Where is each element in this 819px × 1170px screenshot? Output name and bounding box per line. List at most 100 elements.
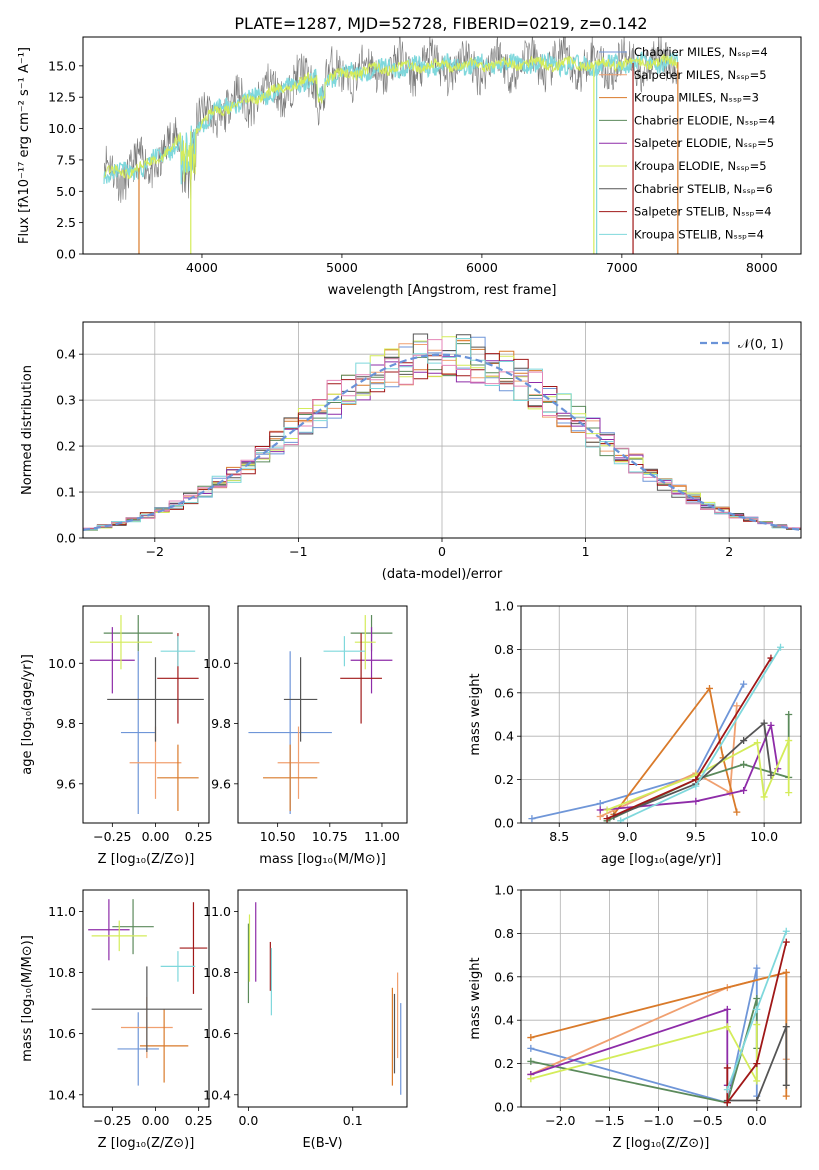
x-tick-label: 0 xyxy=(438,544,446,559)
weight-marker xyxy=(733,808,741,816)
x-tick-label: 0.00 xyxy=(142,1113,170,1128)
x-axis-label: wavelength [Angstrom, rest frame] xyxy=(328,283,557,298)
y-tick-label: 10.6 xyxy=(203,1026,231,1041)
axes-frame xyxy=(82,605,210,824)
weight-marker xyxy=(760,719,768,727)
weight-marker xyxy=(723,1086,731,1094)
legend-label: Salpeter STELIB, Nₛₛₚ=4 xyxy=(634,205,772,219)
y-tick-label: 0.0 xyxy=(56,247,76,262)
weight-marker xyxy=(528,815,536,823)
y-tick-label: 10.0 xyxy=(203,656,231,671)
x-tick-label: −0.5 xyxy=(692,1113,722,1128)
x-tick-label: 0.00 xyxy=(142,829,170,844)
weight-marker xyxy=(777,643,785,651)
x-tick-label: 6000 xyxy=(466,260,498,275)
spectrum-line xyxy=(103,53,679,182)
x-tick-label: 11.00 xyxy=(364,829,400,844)
plot-area xyxy=(103,37,679,254)
x-tick-label: 0.0 xyxy=(238,1113,258,1128)
plot-area xyxy=(88,899,208,1086)
y-tick-label: 10.4 xyxy=(203,1087,231,1102)
legend-label: Kroupa MILES, Nₛₛₚ=3 xyxy=(634,91,759,105)
y-tick-label: 12.5 xyxy=(48,90,76,105)
y-axis-label: mass weight xyxy=(468,957,483,1039)
x-axis-label: mass [log₁₀(M/M⊙)] xyxy=(259,852,386,867)
y-tick-label: 10.8 xyxy=(203,965,231,980)
weight-marker xyxy=(782,1092,790,1100)
weight-marker xyxy=(785,789,793,797)
weight-marker xyxy=(705,684,713,692)
weight-marker xyxy=(782,1081,790,1089)
weight-marker xyxy=(596,812,604,820)
weight-marker xyxy=(723,1023,731,1031)
y-tick-label: 9.6 xyxy=(211,776,231,791)
legend-label: Chabrier ELODIE, Nₛₛₚ=4 xyxy=(634,113,775,127)
y-tick-label: 1.0 xyxy=(494,883,514,898)
weight-line xyxy=(530,1024,758,1082)
weight-marker xyxy=(603,806,611,814)
weight-marker xyxy=(692,776,700,784)
weight-marker xyxy=(767,721,775,729)
weight-marker xyxy=(692,782,700,790)
y-tick-label: 0.6 xyxy=(494,685,514,700)
weight-marker xyxy=(617,817,625,823)
weight-marker xyxy=(753,1021,761,1029)
y-tick-label: 0.0 xyxy=(494,816,514,831)
weight-marker xyxy=(760,793,768,801)
axes-frame xyxy=(82,889,210,1108)
x-tick-label: −1 xyxy=(289,544,307,559)
plot-area xyxy=(527,927,790,1107)
weight-marker xyxy=(723,1064,731,1072)
x-tick-label: 9.0 xyxy=(618,829,638,844)
weight-marker xyxy=(782,968,790,976)
x-axis-label: (data-model)/error xyxy=(382,567,503,582)
y-axis-label: mass [log₁₀(M/M⊙)] xyxy=(20,935,35,1062)
y-tick-label: 9.8 xyxy=(56,716,76,731)
weight-marker xyxy=(753,1096,761,1104)
weight-line xyxy=(727,1026,788,1102)
x-tick-label: 8000 xyxy=(746,260,778,275)
chart-age-vs-z: −0.25 0.00 0.25 9.6 9.8 10.0 Z [log₁₀(Z/Z⊙)] ag… xyxy=(20,605,213,867)
x-tick-label: 10.50 xyxy=(260,829,296,844)
weight-marker xyxy=(782,1023,790,1031)
y-tick-label: 9.8 xyxy=(211,716,231,731)
weight-marker xyxy=(753,739,761,747)
x-axis-label: Z [log₁₀(Z/Z⊙)] xyxy=(98,1136,195,1151)
legend-label: 𝒩(0, 1) xyxy=(738,336,784,351)
y-tick-label: 10.0 xyxy=(48,121,76,136)
weight-marker xyxy=(596,799,604,807)
x-tick-label: 0.0 xyxy=(747,1113,767,1128)
y-axis-label: mass weight xyxy=(468,673,483,755)
chart-spectrum: 4000 5000 6000 7000 8000 0.0 2.5 5.0 7.5 10.0 12.5… xyxy=(17,36,802,298)
weight-line xyxy=(530,998,758,1104)
weight-marker xyxy=(785,737,793,745)
axes-frame xyxy=(237,605,408,824)
y-tick-label: 11.0 xyxy=(203,904,231,919)
weight-line xyxy=(606,714,790,822)
x-tick-label: 0.25 xyxy=(185,1113,213,1128)
legend-label: Salpeter MILES, Nₛₛₚ=5 xyxy=(634,68,767,82)
chart-age-vs-mass: 10.50 10.75 11.00 9.6 9.8 10.0 mass [log₁₀(M/M… xyxy=(203,605,408,867)
legend-label: Chabrier STELIB, Nₛₛₚ=6 xyxy=(634,182,773,196)
x-tick-label: −2.0 xyxy=(545,1113,575,1128)
plot-area xyxy=(248,615,393,814)
y-tick-label: 10.4 xyxy=(48,1087,76,1102)
weight-marker xyxy=(723,1099,731,1107)
plot-area xyxy=(528,643,793,823)
legend-label: Kroupa STELIB, Nₛₛₚ=4 xyxy=(634,227,764,241)
axes-frame xyxy=(520,889,802,1108)
weight-marker xyxy=(733,702,741,710)
x-tick-label: 9.5 xyxy=(686,829,706,844)
y-tick-label: 10.0 xyxy=(48,656,76,671)
y-axis-label: age [log₁₀(age/yr)] xyxy=(20,654,35,775)
x-tick-label: 0.25 xyxy=(185,829,213,844)
x-tick-label: 10.0 xyxy=(750,829,778,844)
x-tick-label: 10.75 xyxy=(312,829,348,844)
axes-frame xyxy=(82,321,802,539)
y-tick-label: 7.5 xyxy=(56,152,76,167)
legend: Chabrier MILES, Nₛₛₚ=4 Salpeter MILES, Nₛ… xyxy=(599,45,775,241)
plot-area xyxy=(247,902,402,1095)
x-tick-label: −0.25 xyxy=(93,1113,131,1128)
legend-label: Chabrier MILES, Nₛₛₚ=4 xyxy=(634,45,768,59)
y-tick-label: 10.6 xyxy=(48,1026,76,1041)
